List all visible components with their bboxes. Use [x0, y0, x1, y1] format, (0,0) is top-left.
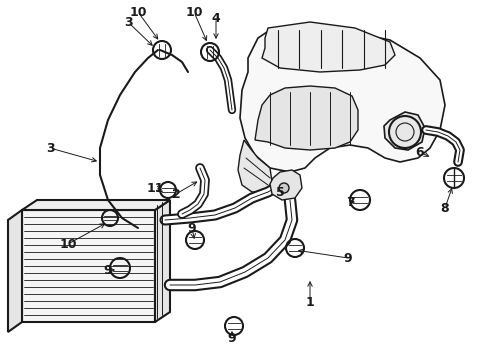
Text: 10: 10: [185, 5, 203, 18]
Polygon shape: [270, 170, 302, 200]
Text: 1: 1: [306, 296, 315, 309]
Polygon shape: [155, 200, 170, 322]
Polygon shape: [255, 86, 358, 150]
Text: 11: 11: [146, 181, 164, 194]
Text: 9: 9: [104, 264, 112, 276]
Circle shape: [279, 183, 289, 193]
Polygon shape: [238, 140, 272, 192]
Polygon shape: [384, 112, 425, 150]
Polygon shape: [240, 28, 445, 172]
Text: 4: 4: [212, 12, 220, 24]
Polygon shape: [22, 210, 155, 322]
Polygon shape: [262, 22, 395, 72]
Text: 9: 9: [188, 221, 196, 234]
Text: 8: 8: [441, 202, 449, 215]
Text: 9: 9: [343, 252, 352, 265]
Text: 5: 5: [275, 185, 284, 198]
Text: 3: 3: [123, 15, 132, 28]
Text: 7: 7: [345, 195, 354, 208]
Text: 9: 9: [228, 332, 236, 345]
Text: 3: 3: [46, 141, 54, 154]
Text: 6: 6: [416, 145, 424, 158]
Text: 10: 10: [129, 5, 147, 18]
Polygon shape: [22, 200, 170, 210]
Polygon shape: [8, 210, 22, 332]
Text: 10: 10: [59, 238, 77, 251]
Text: 2: 2: [172, 188, 180, 201]
